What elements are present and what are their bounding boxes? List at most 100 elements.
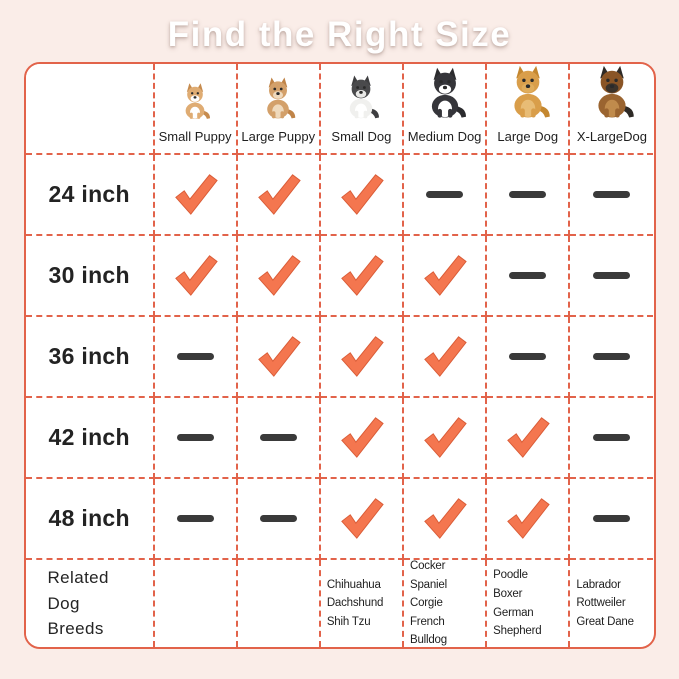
dash-icon <box>176 515 214 522</box>
fit-check-cell <box>154 155 238 236</box>
no-fit-dash-cell <box>570 155 654 236</box>
no-fit-dash-cell <box>154 479 238 560</box>
fit-check-cell <box>320 479 404 560</box>
column-label: Large Dog <box>497 129 559 144</box>
table-corner-cell <box>25 64 155 155</box>
check-icon <box>256 253 301 298</box>
column-header-medium-dog: Medium Dog <box>403 64 488 155</box>
column-header-small-puppy: Small Puppy <box>154 64 238 155</box>
breed-name: Corgie <box>409 597 443 610</box>
german-shepherd-dog-image <box>582 64 642 122</box>
check-icon <box>422 253 467 298</box>
breed-cell: Labrador Rottweiler Great Dane <box>570 560 654 647</box>
size-row-label: 24 inch <box>48 181 130 207</box>
size-row-label: 42 inch <box>48 424 130 450</box>
breed-name: German Shepherd <box>493 606 542 638</box>
column-label: Large Puppy <box>241 129 316 144</box>
related-breeds-label: Related Dog Breeds <box>47 568 109 639</box>
dash-icon <box>176 434 214 441</box>
dash-icon <box>593 353 631 360</box>
no-fit-dash-cell <box>487 155 571 236</box>
fit-check-cell <box>487 398 571 479</box>
size-table: Small Puppy Large Puppy Small Dog Medium Do… <box>23 62 656 649</box>
breed-cell: Chihuahua Dachshund Shih Tzu <box>320 560 404 647</box>
check-icon <box>505 496 550 541</box>
dash-icon <box>593 272 631 279</box>
dash-icon <box>593 434 631 441</box>
no-fit-dash-cell <box>154 398 238 479</box>
breed-name: Poodle <box>493 569 528 582</box>
fit-check-cell <box>237 236 321 317</box>
no-fit-dash-cell <box>570 317 654 398</box>
size-row-label-cell: 36 inch <box>25 317 155 398</box>
fit-check-cell <box>154 236 238 317</box>
dash-icon <box>426 191 464 198</box>
fit-check-cell <box>403 398 488 479</box>
golden-retriever-dog-image <box>498 64 558 122</box>
check-icon <box>173 253 218 298</box>
no-fit-dash-cell <box>237 479 321 560</box>
breed-name: Cocker Spaniel <box>409 560 447 591</box>
no-fit-dash-cell <box>154 317 238 398</box>
no-fit-dash-cell <box>403 155 488 236</box>
check-icon <box>422 415 467 460</box>
breed-name: Rottweiler <box>576 597 626 610</box>
fit-check-cell <box>403 479 488 560</box>
corgi-puppy-dog-image <box>175 82 215 122</box>
dash-icon <box>593 515 631 522</box>
fit-check-cell <box>320 236 404 317</box>
breed-name: French Bulldog <box>409 615 447 647</box>
no-fit-dash-cell <box>570 236 654 317</box>
breed-name: Great Dane <box>576 615 634 628</box>
column-header-large-dog: Large Dog <box>487 64 571 155</box>
fit-check-cell <box>320 155 404 236</box>
border-collie-dog-image <box>417 66 473 122</box>
breed-name: Boxer <box>493 587 523 600</box>
column-label: Small Dog <box>331 129 392 144</box>
dash-icon <box>259 515 297 522</box>
size-row-label-cell: 30 inch <box>25 236 155 317</box>
breed-name: Shih Tzu <box>326 615 371 628</box>
breed-name: Dachshund <box>326 597 384 610</box>
breed-name: Labrador <box>576 578 621 591</box>
dash-icon <box>509 191 547 198</box>
breed-cell: Poodle Boxer German Shepherd <box>487 560 571 647</box>
size-row-label: 48 inch <box>48 505 130 531</box>
column-label: Small Puppy <box>158 129 232 144</box>
column-label: X-LargeDog <box>576 129 647 144</box>
breed-cell <box>154 560 238 647</box>
size-chart-infographic: Find the Right Size Small Puppy Large Pup… <box>23 15 656 649</box>
column-header-small-dog: Small Dog <box>320 64 404 155</box>
check-icon <box>339 496 384 541</box>
size-row-label: 36 inch <box>48 343 130 369</box>
column-header-x-largedog: X-LargeDog <box>570 64 654 155</box>
check-icon <box>339 415 384 460</box>
no-fit-dash-cell <box>570 479 654 560</box>
breed-name: Chihuahua <box>326 578 381 591</box>
size-row-label: 30 inch <box>48 262 130 288</box>
column-header-large-puppy: Large Puppy <box>237 64 321 155</box>
dash-icon <box>176 353 214 360</box>
no-fit-dash-cell <box>237 398 321 479</box>
check-icon <box>339 334 384 379</box>
fit-check-cell <box>320 317 404 398</box>
fit-check-cell <box>403 236 488 317</box>
check-icon <box>422 496 467 541</box>
page-title: Find the Right Size <box>167 15 512 54</box>
dash-icon <box>259 434 297 441</box>
dash-icon <box>509 272 547 279</box>
french-bulldog-dog-image <box>337 74 385 122</box>
check-icon <box>256 334 301 379</box>
no-fit-dash-cell <box>487 317 571 398</box>
fit-check-cell <box>237 155 321 236</box>
fit-check-cell <box>487 479 571 560</box>
check-icon <box>256 172 301 217</box>
column-label: Medium Dog <box>407 129 482 144</box>
related-breeds-label-cell: Related Dog Breeds <box>25 560 155 647</box>
size-row-label-cell: 48 inch <box>25 479 155 560</box>
dash-icon <box>509 353 547 360</box>
fit-check-cell <box>237 317 321 398</box>
no-fit-dash-cell <box>487 236 571 317</box>
check-icon <box>173 172 218 217</box>
breed-cell: Cocker Spaniel Corgie French Bulldog <box>403 560 488 647</box>
